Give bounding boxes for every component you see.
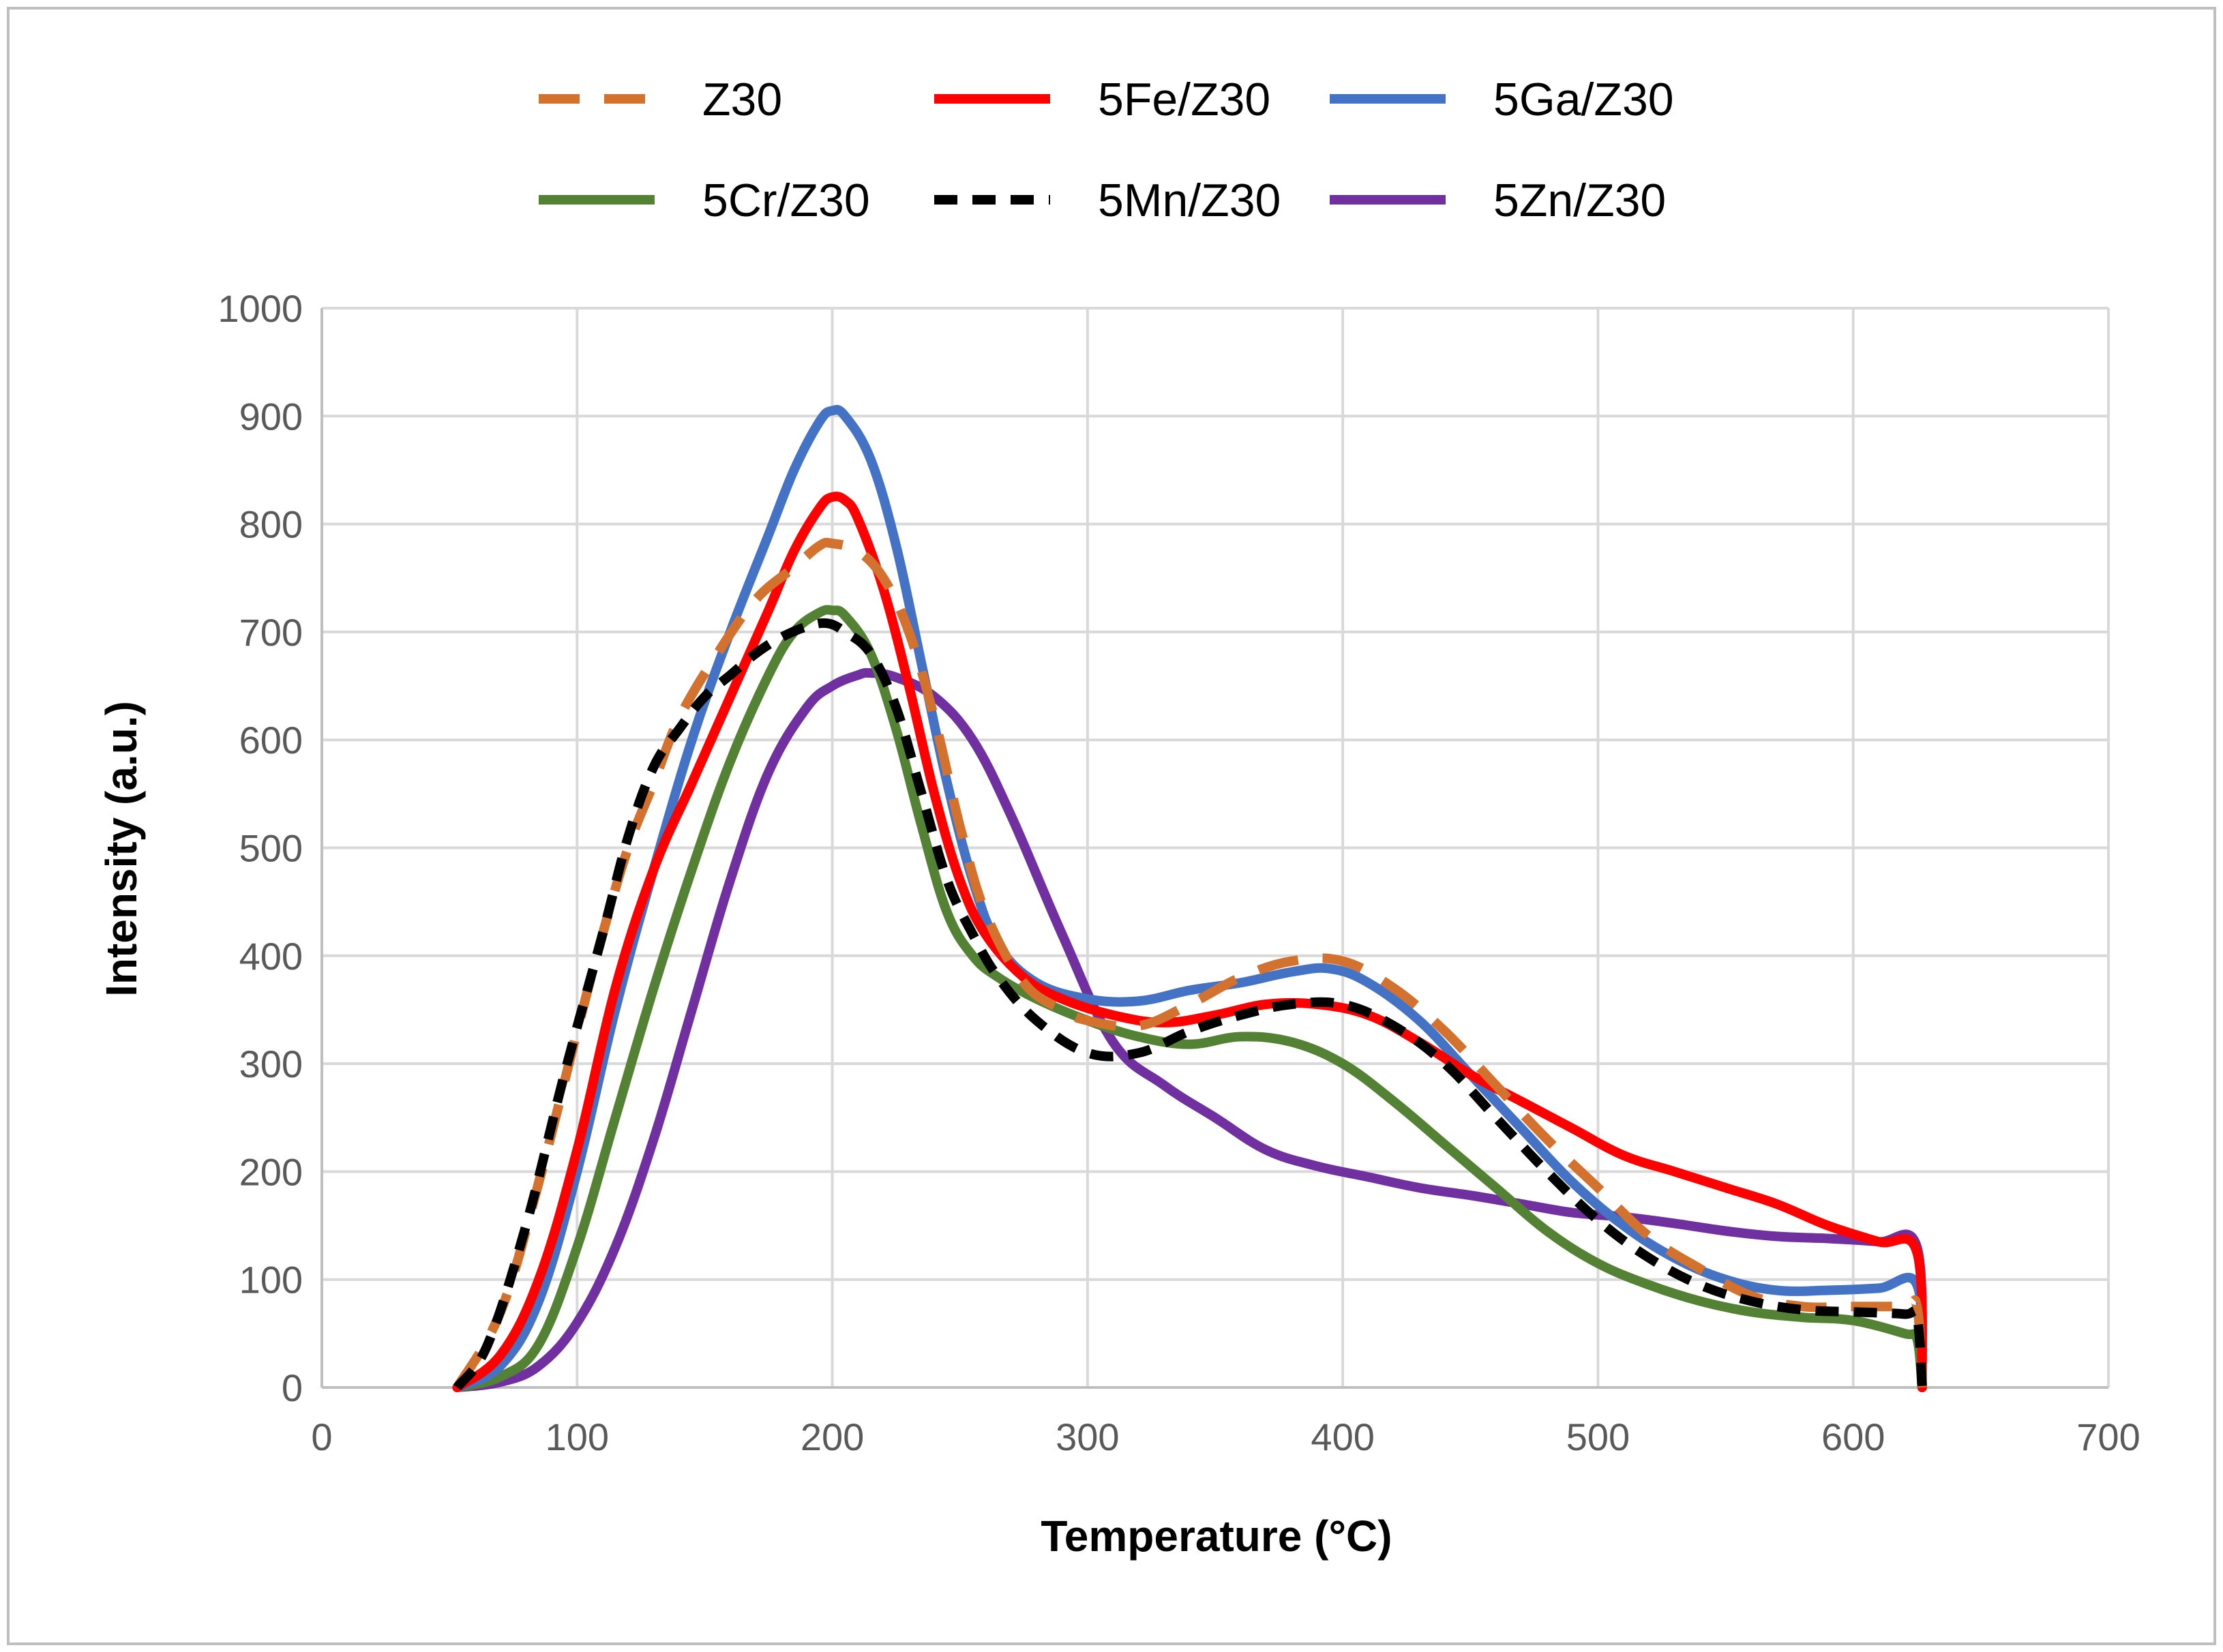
series-line-5mn-z30: [453, 618, 1927, 1391]
tick-labels: 0 100 200 300 400 500 600 700 800 900 1000 0 100 200 3…: [218, 287, 2140, 1458]
x-axis-title: Temperature (°C): [1041, 1512, 1392, 1561]
y-tick-label: 600: [239, 719, 303, 762]
chart-border: [7, 7, 2216, 1645]
legend-item: Z30: [539, 74, 782, 125]
legend-label: 5Cr/Z30: [702, 175, 870, 226]
y-tick-label: 700: [239, 611, 303, 654]
legend-item: 5Mn/Z30: [934, 175, 1281, 226]
series-line-5fe-z30: [452, 492, 1927, 1392]
y-axis-title: Intensity (a.u.): [97, 701, 146, 997]
x-tick-label: 400: [1311, 1415, 1374, 1458]
legend-item: 5Fe/Z30: [934, 74, 1270, 125]
x-tick-label: 200: [801, 1415, 864, 1458]
y-tick-label: 500: [239, 827, 303, 870]
series-line-5zn-z30: [452, 667, 1927, 1392]
y-tick-label: 200: [239, 1150, 303, 1193]
legend-label: 5Ga/Z30: [1493, 74, 1674, 125]
legend-item: 5Ga/Z30: [1330, 74, 1674, 125]
legend: Z30 5Fe/Z30 5Ga/Z30 5Cr/Z30 5Mn/Z30 5Zn/Z30: [539, 74, 1674, 226]
legend-label: 5Mn/Z30: [1098, 175, 1281, 226]
legend-label: 5Zn/Z30: [1493, 175, 1666, 226]
series-line-z30: [453, 537, 1927, 1390]
x-tick-label: 700: [2076, 1415, 2140, 1458]
y-tick-label: 0: [282, 1366, 303, 1409]
series-lines: [452, 404, 1927, 1392]
x-tick-label: 300: [1056, 1415, 1119, 1458]
axes: [320, 308, 2108, 1389]
x-tick-label: 500: [1566, 1415, 1630, 1458]
x-tick-label: 0: [311, 1415, 332, 1458]
y-tick-label: 400: [239, 935, 303, 978]
legend-label: Z30: [702, 74, 782, 125]
x-tick-label: 600: [1821, 1415, 1885, 1458]
y-tick-label: 900: [239, 395, 303, 438]
legend-label: 5Fe/Z30: [1098, 74, 1270, 125]
y-tick-label: 1000: [218, 287, 303, 330]
y-tick-label: 800: [239, 503, 303, 546]
legend-item: 5Cr/Z30: [539, 175, 870, 226]
series-line-5cr-z30: [452, 605, 1927, 1392]
y-tick-label: 100: [239, 1259, 303, 1302]
y-tick-label: 300: [239, 1042, 303, 1085]
x-tick-label: 100: [546, 1415, 609, 1458]
legend-item: 5Zn/Z30: [1330, 175, 1666, 226]
